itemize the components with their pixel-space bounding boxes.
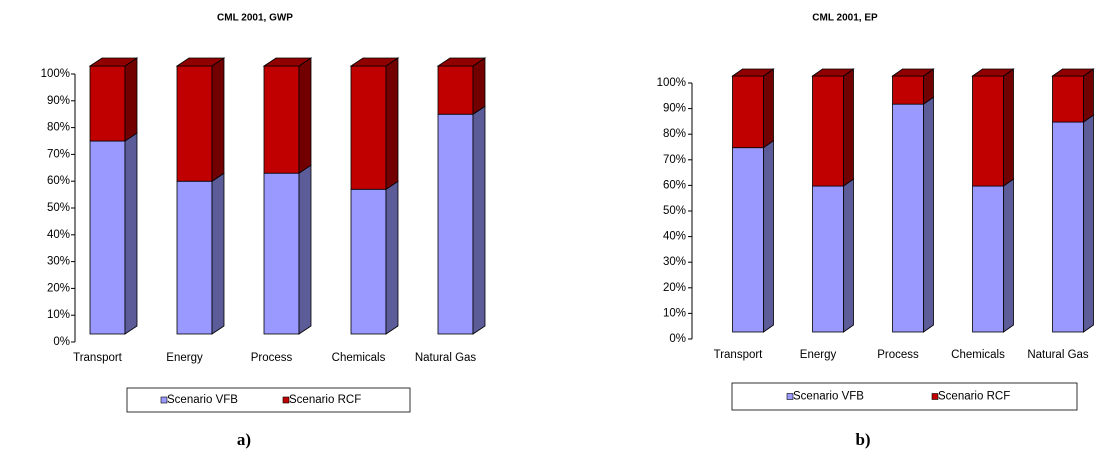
y-tick-label: 10% bbox=[47, 309, 70, 321]
legend-label: Scenario RCF bbox=[289, 394, 361, 406]
bar-side bbox=[923, 96, 934, 333]
y-tick-label: 40% bbox=[47, 229, 70, 241]
bar-top bbox=[262, 57, 313, 67]
y-tick-label: 50% bbox=[663, 205, 686, 217]
y-tick-label: 0% bbox=[669, 333, 686, 345]
bar-segment bbox=[812, 75, 844, 187]
bar-segment bbox=[1052, 75, 1084, 123]
bar-side bbox=[385, 57, 399, 191]
bar-side bbox=[843, 178, 854, 333]
y-tick-label: 60% bbox=[47, 175, 70, 187]
bar-segment bbox=[176, 180, 213, 335]
bar-segment bbox=[732, 75, 764, 149]
bar-side bbox=[124, 57, 138, 142]
y-tick-label: 80% bbox=[47, 122, 70, 134]
legend-label: Scenario RCF bbox=[938, 391, 1010, 403]
y-tick-label: 10% bbox=[663, 307, 686, 319]
bar-side bbox=[1083, 68, 1094, 123]
x-tick-label: Chemicals bbox=[951, 349, 1005, 361]
bar-side bbox=[298, 164, 312, 335]
bar-segment bbox=[892, 103, 924, 333]
bar-side bbox=[763, 68, 774, 149]
bar-top bbox=[436, 57, 487, 67]
y-tick-label: 70% bbox=[47, 148, 70, 160]
bar-segment bbox=[350, 65, 387, 190]
bar-side bbox=[843, 68, 854, 187]
legend-label: Scenario VFB bbox=[793, 391, 864, 403]
y-tick-label: 0% bbox=[53, 336, 70, 348]
bar-side bbox=[298, 57, 312, 174]
bar-top bbox=[175, 57, 226, 67]
bar-segment bbox=[972, 185, 1004, 333]
bar-top bbox=[1051, 68, 1095, 77]
chart-title: CML 2001, EP bbox=[812, 13, 878, 24]
bar-segment bbox=[892, 75, 924, 105]
chart-title: CML 2001, GWP bbox=[217, 13, 293, 24]
x-tick-label: Natural Gas bbox=[1027, 349, 1089, 361]
x-tick-label: Transport bbox=[714, 349, 764, 361]
bar-side bbox=[124, 132, 138, 335]
bar-top bbox=[811, 68, 855, 77]
bar-side bbox=[211, 172, 225, 335]
bar-segment bbox=[89, 140, 126, 335]
y-tick-label: 30% bbox=[663, 256, 686, 268]
y-tick-label: 40% bbox=[663, 231, 686, 243]
y-tick-label: 80% bbox=[663, 128, 686, 140]
x-tick-label: Chemicals bbox=[332, 352, 386, 364]
legend-label: Scenario VFB bbox=[167, 394, 238, 406]
y-tick-label: 70% bbox=[663, 154, 686, 166]
legend-box bbox=[126, 387, 411, 413]
x-tick-label: Natural Gas bbox=[415, 352, 477, 364]
y-tick-label: 30% bbox=[47, 256, 70, 268]
bar-segment bbox=[437, 113, 474, 335]
y-tick-label: 60% bbox=[663, 179, 686, 191]
caption: a) bbox=[237, 430, 251, 449]
y-tick-label: 100% bbox=[657, 77, 686, 89]
y-tick-label: 90% bbox=[663, 103, 686, 115]
bar-segment bbox=[812, 185, 844, 333]
y-tick-label: 20% bbox=[663, 282, 686, 294]
legend-marker bbox=[160, 396, 168, 404]
bar-top bbox=[891, 68, 935, 77]
bar-side bbox=[472, 105, 486, 335]
bar-side bbox=[1083, 114, 1094, 333]
bar-segment bbox=[1052, 121, 1084, 333]
bar-side bbox=[385, 180, 399, 335]
legend-box bbox=[731, 382, 1078, 411]
bar-side bbox=[472, 57, 486, 115]
bar-side bbox=[1003, 178, 1014, 333]
bar-top bbox=[88, 57, 139, 67]
bar-segment bbox=[263, 65, 300, 174]
y-tick-label: 100% bbox=[41, 68, 70, 80]
bar-top bbox=[349, 57, 400, 67]
y-tick-label: 20% bbox=[47, 282, 70, 294]
x-tick-label: Energy bbox=[800, 349, 837, 361]
legend-marker bbox=[931, 393, 939, 400]
bar-segment bbox=[350, 188, 387, 335]
bar-side bbox=[211, 57, 225, 182]
y-tick-label: 90% bbox=[47, 95, 70, 107]
x-tick-label: Energy bbox=[166, 352, 203, 364]
bar-segment bbox=[437, 65, 474, 115]
bar-side bbox=[763, 139, 774, 333]
bar-segment bbox=[89, 65, 126, 142]
caption: b) bbox=[855, 430, 870, 449]
bar-top bbox=[731, 68, 775, 77]
legend-marker bbox=[786, 393, 794, 400]
bar-segment bbox=[176, 65, 213, 182]
bar-top bbox=[971, 68, 1015, 77]
x-tick-label: Transport bbox=[73, 352, 123, 364]
x-tick-label: Process bbox=[877, 349, 919, 361]
legend-marker bbox=[282, 396, 290, 404]
y-tick-label: 50% bbox=[47, 202, 70, 214]
bar-segment bbox=[732, 147, 764, 333]
bar-side bbox=[1003, 68, 1014, 187]
bar-segment bbox=[263, 172, 300, 335]
bar-segment bbox=[972, 75, 1004, 187]
x-tick-label: Process bbox=[251, 352, 293, 364]
